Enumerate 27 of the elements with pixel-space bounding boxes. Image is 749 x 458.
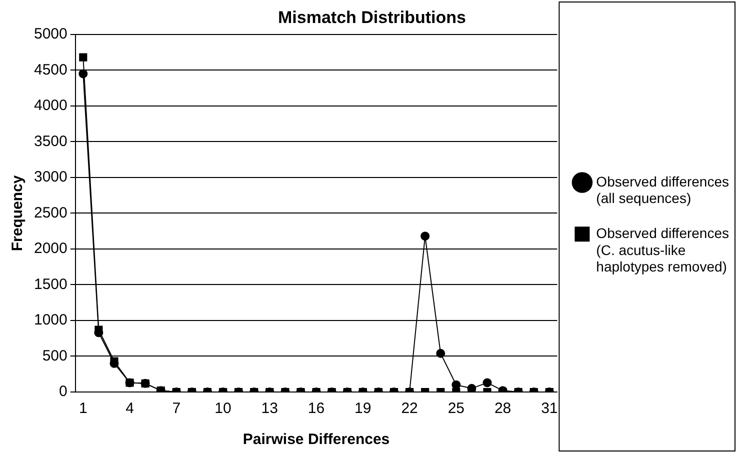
x-tick-label: 1: [78, 400, 88, 418]
y-tick-label: 5000: [34, 26, 68, 43]
y-tick-label: 3500: [34, 132, 68, 150]
x-tick-label: 25: [448, 400, 465, 418]
chart-title: Mismatch Distributions: [278, 8, 466, 27]
y-tick-label: 500: [42, 347, 68, 364]
y-axis-title: Frequency: [9, 174, 26, 252]
y-tick-label: 4500: [34, 61, 68, 78]
y-tick-label: 2000: [34, 240, 68, 258]
legend-label: Observed differences (all sequences): [596, 173, 730, 206]
x-tick-label: 22: [401, 400, 418, 418]
x-tick-label: 10: [214, 400, 232, 418]
legend-label: Observed differences (C. acutus-like haplotypes removed): [596, 224, 730, 275]
y-tick-label: 2500: [34, 204, 68, 222]
x-tick-label: 13: [261, 400, 278, 418]
x-tick-label: 4: [126, 400, 134, 418]
x-tick-label: 16: [308, 400, 325, 418]
y-tick-label: 0: [59, 383, 68, 400]
x-tick-label: 28: [494, 400, 512, 418]
x-tick-label: 7: [172, 400, 181, 418]
y-tick-label: 3000: [34, 168, 68, 186]
x-tick-label: 31: [541, 400, 558, 418]
y-tick-label: 4000: [34, 97, 68, 114]
y-tick-label: 1500: [34, 276, 68, 293]
y-tick-label: 1000: [34, 312, 68, 329]
x-axis-title: Pairwise Differences: [242, 431, 390, 448]
x-tick-label: 19: [354, 400, 372, 418]
